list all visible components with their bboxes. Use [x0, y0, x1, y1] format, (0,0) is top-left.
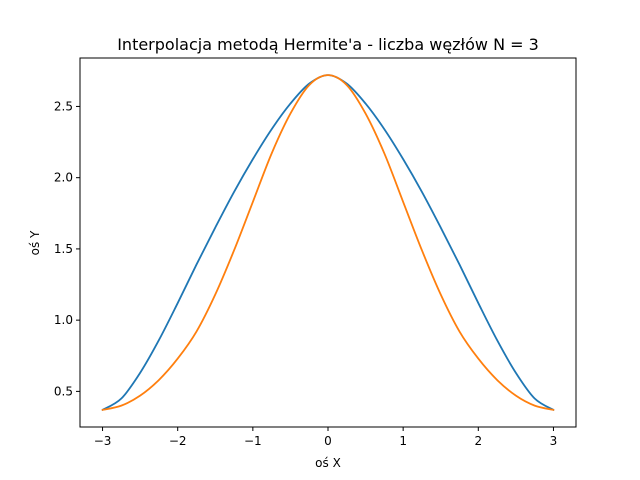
x-axis-ticks: −3 −2 −1 0 1 2 3: [94, 427, 558, 448]
y-axis-ticks: 0.5 1.0 1.5 2.0 2.5: [54, 99, 80, 398]
series-line-2: [101, 74, 555, 411]
x-tick-label: 0: [324, 434, 332, 448]
x-tick-label: 2: [474, 434, 482, 448]
x-tick-label: −1: [244, 434, 262, 448]
x-tick-label: −2: [169, 434, 187, 448]
y-axis-label: oś Y: [28, 230, 42, 255]
y-tick-label: 0.5: [54, 384, 73, 398]
series-layer: [101, 74, 555, 411]
x-tick-label: 3: [550, 434, 558, 448]
y-tick-label: 1.0: [54, 313, 73, 327]
x-tick-label: −3: [94, 434, 112, 448]
y-tick-label: 1.5: [54, 242, 73, 256]
x-tick-label: 1: [399, 434, 407, 448]
plot-frame: [79, 57, 577, 428]
chart-title: Interpolacja metodą Hermite'a - liczba w…: [117, 35, 539, 54]
y-tick-label: 2.5: [54, 99, 73, 113]
y-tick-label: 2.0: [54, 171, 73, 185]
x-axis-label: oś X: [315, 456, 341, 470]
